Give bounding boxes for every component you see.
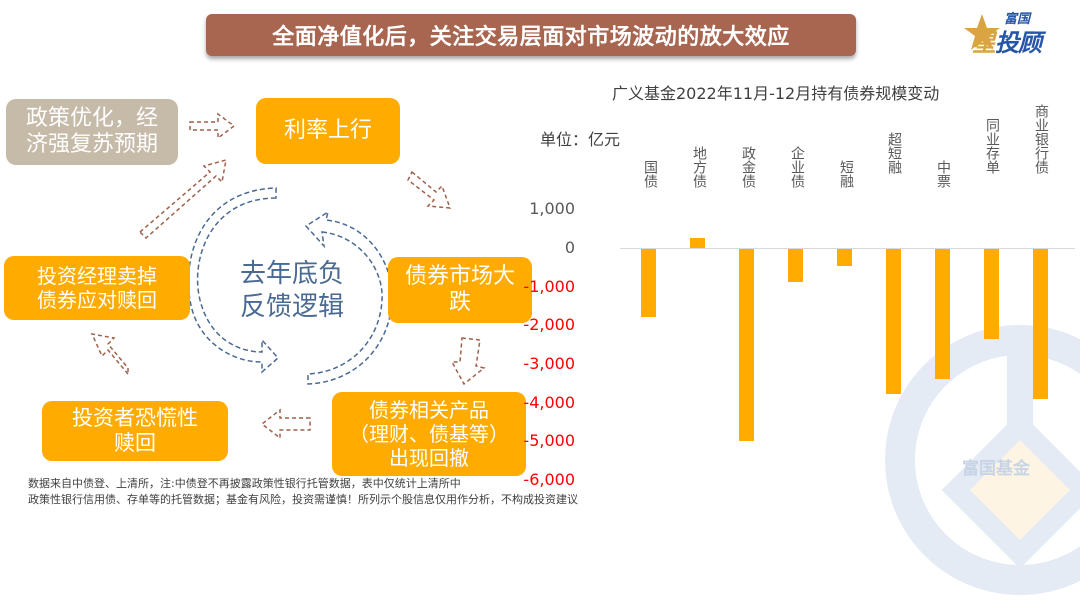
zero-axis-line [620,248,1075,249]
footnote-line: 政策性银行信用债、存单等的托管数据；基金有风险，投资需谨慎！所列示个股信息仅用作… [28,492,578,506]
category-label: 同业存单 [984,118,1000,174]
cycle-arrow-left-icon [187,187,280,374]
arrow-down-right-icon [407,170,452,209]
bar [1033,249,1048,400]
category-label: 企业债 [789,146,805,188]
star-icon [964,14,1000,50]
flow-arrows [90,112,486,440]
policy-expectation-box: 政策优化，经 济强复苏预期 [6,99,178,165]
bar [739,249,754,441]
manager-sell-box: 投资经理卖掉 债券应对赎回 [4,256,190,320]
chart-title: 广义基金2022年11月-12月持有债券规模变动 [612,84,940,103]
footnote: 数据来自中债登、上清所，注:中债登不再披露政策性银行托管数据，表中仅统计上清所中… [28,476,578,508]
feedback-logic-label: 去年底负 反馈逻辑 [239,259,344,323]
logo-big-text: 星投顾 [972,29,1042,57]
category-label: 国债 [642,160,658,188]
bar [641,249,656,318]
arrow-up-right-icon [138,158,227,240]
category-label: 地方债 [691,146,707,188]
logo-small-text: 富国 [1004,12,1031,27]
rate-up-box: 利率上行 [256,98,400,164]
brand-logo: 富国 星投顾 [960,6,1078,57]
investor-panic-box: 投资者恐慌性 赎回 [42,401,228,461]
cycle-arrow-right-icon [304,210,393,385]
category-label: 中票 [935,160,951,188]
watermark-text: 富国基金 [962,459,1030,479]
bar [837,249,852,267]
page-title: 全面净值化后，关注交易层面对市场波动的放大效应 [206,14,856,56]
bar [690,238,705,248]
y-tick: -6,000 [523,470,575,489]
y-tick: -2,000 [523,315,575,334]
y-tick: -5,000 [523,431,575,450]
category-label: 短融 [838,160,854,188]
y-tick: -1,000 [523,277,575,296]
bar [984,249,999,339]
bar [788,249,803,282]
arrow-down-icon [450,337,486,386]
arrow-left-icon [260,408,311,440]
y-tick: -3,000 [523,354,575,373]
category-label: 商业银行债 [1033,104,1049,174]
arrow-up-left-icon [90,333,129,377]
category-label: 超短融 [886,132,902,174]
chart-unit-label: 单位：亿元 [540,130,621,149]
products-drawdown-box: 债券相关产品 （理财、债基等） 出现回撤 [332,392,526,476]
y-tick: -4,000 [523,393,575,412]
arrow-right-icon [189,112,236,140]
category-label: 政金债 [740,146,756,188]
bar [886,249,901,394]
bond-crash-box: 债券市场大跌 [388,257,532,323]
y-tick: 1,000 [529,199,575,218]
bar [935,249,950,380]
footnote-line: 数据来自中债登、上清所，注:中债登不再披露政策性银行托管数据，表中仅统计上清所中 [28,477,461,490]
y-tick: 0 [564,238,575,257]
